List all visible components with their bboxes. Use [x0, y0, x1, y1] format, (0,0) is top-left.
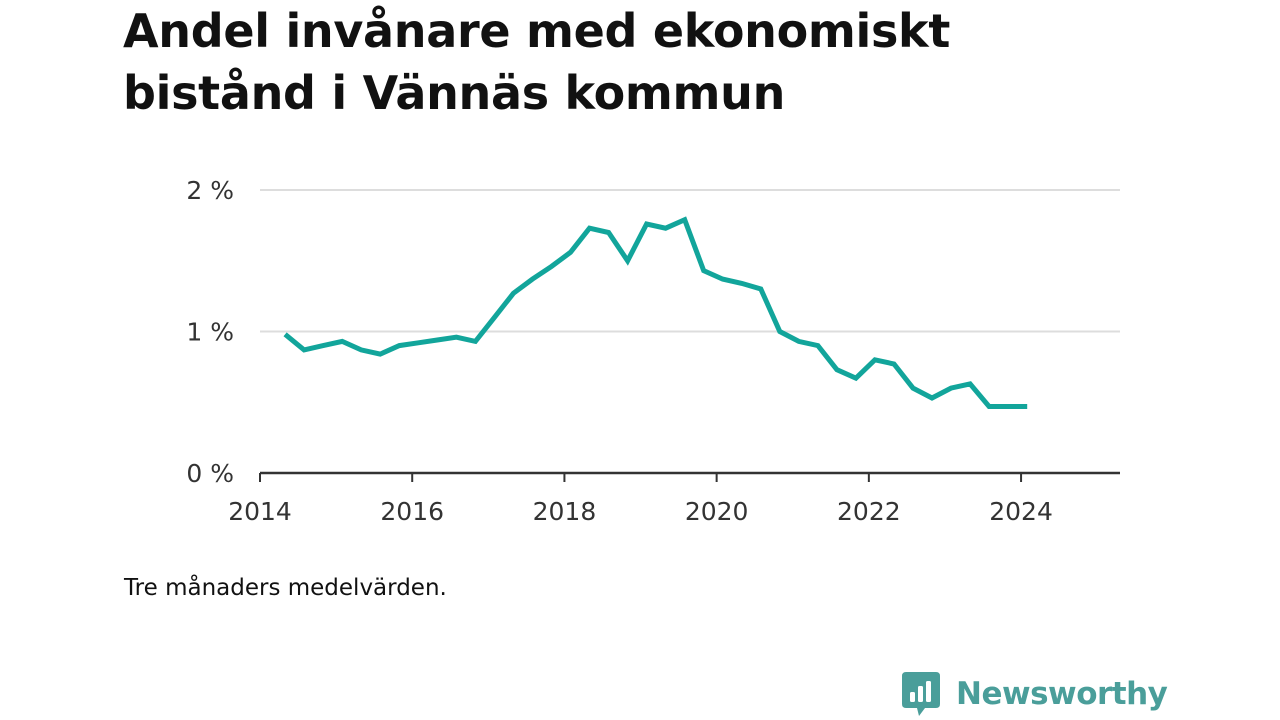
- x-axis: 2014 2016 2018 2020 2022 2024: [228, 471, 1120, 526]
- x-tick-label-5: 2024: [989, 497, 1053, 526]
- gridlines: [260, 189, 1120, 333]
- series-line-0: [283, 216, 1028, 409]
- brand-name: Newsworthy: [956, 676, 1168, 712]
- y-tick-label-2: 2 %: [186, 176, 234, 205]
- x-tick-label-2: 2018: [533, 497, 597, 526]
- x-tick-label-3: 2020: [685, 497, 749, 526]
- x-tick-label-0: 2014: [228, 497, 292, 526]
- chart-note: Tre månaders medelvärden.: [124, 575, 447, 601]
- data-series: [283, 216, 1028, 409]
- y-tick-label-1: 1 %: [186, 318, 234, 347]
- newsworthy-logo: Newsworthy: [900, 670, 1168, 718]
- chart-title: Andel invånare med ekonomiskt bistånd i …: [123, 4, 951, 120]
- x-tick-label-4: 2022: [837, 497, 901, 526]
- x-tick-label-1: 2016: [380, 497, 444, 526]
- y-axis-tick-labels: 0 % 1 % 2 %: [186, 176, 234, 488]
- y-tick-label-0: 0 %: [186, 459, 234, 488]
- newsworthy-bars-icon: [902, 672, 940, 716]
